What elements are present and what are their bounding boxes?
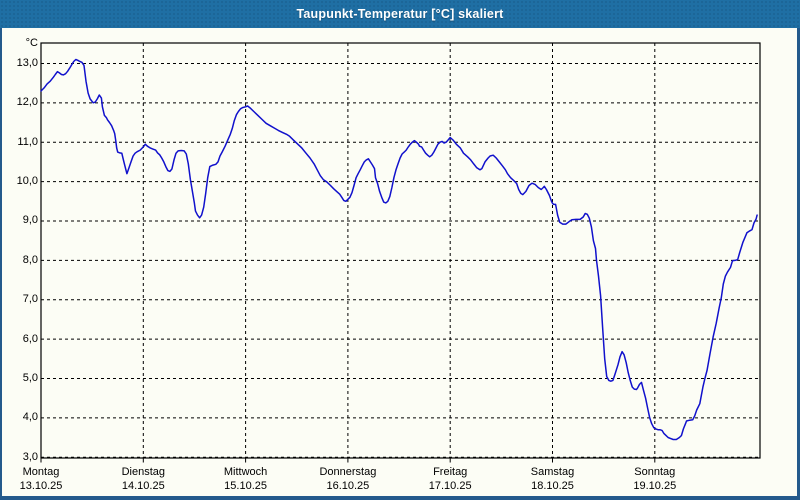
y-tick-label: 10,0 — [16, 175, 38, 188]
x-day-label: Mittwoch — [223, 466, 268, 478]
y-tick-label: 11,0 — [17, 135, 38, 148]
x-day-label: Donnerstag — [319, 466, 377, 478]
x-date-label: 17.10.25 — [428, 480, 472, 492]
y-tick-label: 4,0 — [22, 411, 38, 424]
x-date-label: 15.10.25 — [224, 480, 267, 492]
temperature-line — [40, 58, 758, 441]
y-tick-label: 6,0 — [22, 332, 38, 345]
x-date-label: 14.10.25 — [121, 480, 165, 492]
dewpoint-series-line — [40, 58, 758, 441]
x-date-label: 13.10.25 — [19, 480, 63, 492]
x-day-label: Dienstag — [121, 466, 165, 478]
title-bar: Taupunkt-Temperatur [°C] skaliert — [0, 0, 800, 28]
y-tick-label: 9,0 — [22, 214, 38, 227]
y-tick-label: 3,0 — [22, 450, 38, 463]
y-tick-label: 13,0 — [16, 56, 38, 69]
window-border-bottom — [0, 496, 800, 500]
gridlines — [41, 43, 760, 458]
plot-border — [40, 42, 761, 459]
x-day-label: Sonntag — [634, 466, 676, 478]
y-tick-label: 12,0 — [16, 96, 38, 109]
y-tick-label: 8,0 — [22, 253, 38, 266]
plot-frame — [40, 42, 761, 459]
x-day-label: Samstag — [530, 466, 575, 478]
window-border-right — [797, 28, 800, 500]
y-axis-unit-label: °C — [25, 37, 38, 49]
x-date-label: 19.10.25 — [633, 480, 677, 492]
x-day-label: Montag — [22, 466, 60, 478]
y-tick-label: 5,0 — [22, 371, 38, 384]
axis-ticks — [40, 458, 656, 463]
x-date-label: 18.10.25 — [531, 480, 574, 492]
window-border-left — [0, 28, 2, 500]
x-date-label: 16.10.25 — [326, 480, 370, 492]
x-day-label: Freitag — [433, 466, 468, 478]
y-tick-label: 7,0 — [22, 293, 38, 306]
window-title: Taupunkt-Temperatur [°C] skaliert — [296, 7, 504, 21]
